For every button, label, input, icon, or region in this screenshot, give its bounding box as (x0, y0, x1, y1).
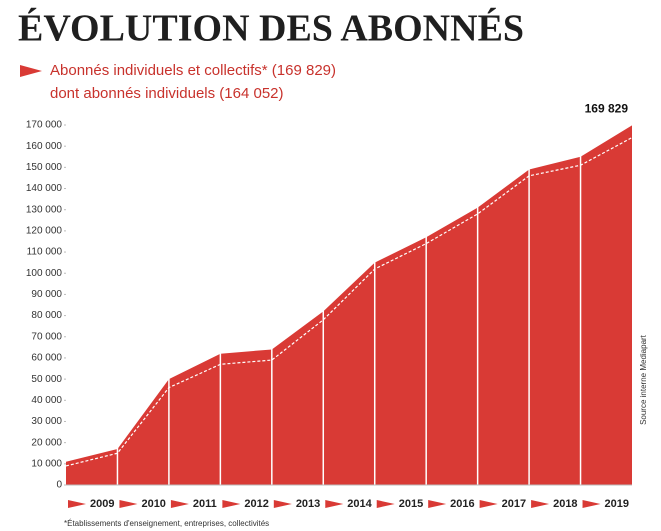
y-tick-label: 20 000 (31, 437, 62, 448)
y-tick-label: 160 000 (26, 141, 63, 152)
x-tick-label: 2013 (296, 498, 320, 510)
x-tick-label: 2009 (90, 498, 114, 510)
chart-title: ÉVOLUTION DES ABONNÉS (18, 8, 524, 50)
y-tick-label: 40 000 (31, 395, 62, 406)
x-tick-marker (582, 500, 601, 508)
x-tick-marker (325, 500, 344, 508)
y-tick-label: 0 (56, 480, 62, 491)
x-tick-label: 2014 (347, 498, 372, 510)
x-tick-marker (479, 500, 498, 508)
y-tick-label: 140 000 (26, 183, 63, 194)
y-tick-label: 120 000 (26, 226, 63, 237)
x-tick-marker (68, 500, 86, 508)
x-tick-marker (428, 500, 447, 508)
y-tick-label: 70 000 (31, 331, 62, 342)
x-tick-label: 2011 (193, 498, 217, 510)
x-tick-label: 2018 (553, 498, 577, 510)
footnote: *Établissements d'enseignement, entrepri… (64, 519, 269, 528)
y-tick-label: 170 000 (26, 120, 63, 131)
y-tick-label: 130 000 (26, 204, 63, 215)
x-tick-marker (376, 500, 395, 508)
x-tick-marker (273, 500, 292, 508)
y-tick-label: 50 000 (31, 374, 62, 385)
y-tick-label: 150 000 (26, 162, 63, 173)
x-tick-label: 2010 (141, 498, 165, 510)
y-tick-label: 90 000 (31, 289, 62, 300)
legend-marker (20, 65, 42, 77)
y-tick-label: 100 000 (26, 268, 63, 279)
y-tick-label: 110 000 (27, 247, 63, 258)
x-tick-marker (170, 500, 189, 508)
legend-label: Abonnés individuels et collectifs* (169 … (50, 62, 336, 79)
x-tick-label: 2012 (244, 498, 268, 510)
x-tick-label: 2016 (450, 498, 474, 510)
y-tick-label: 80 000 (31, 310, 62, 321)
y-tick-label: 60 000 (31, 353, 62, 364)
x-tick-marker (531, 500, 550, 508)
line (65, 137, 633, 467)
x-tick-label: 2015 (399, 498, 423, 510)
y-tick-label: 10 000 (31, 458, 62, 469)
x-tick-label: 2017 (502, 498, 526, 510)
x-tick-marker (119, 500, 138, 508)
source: Source interne Mediapart (639, 334, 648, 425)
x-tick-marker (222, 500, 241, 508)
y-tick-label: 30 000 (31, 416, 62, 427)
value-label: 169 829 (585, 102, 629, 116)
legend-label: dont abonnés individuels (164 052) (50, 85, 284, 102)
x-tick-label: 2019 (605, 498, 629, 510)
area (66, 125, 632, 485)
